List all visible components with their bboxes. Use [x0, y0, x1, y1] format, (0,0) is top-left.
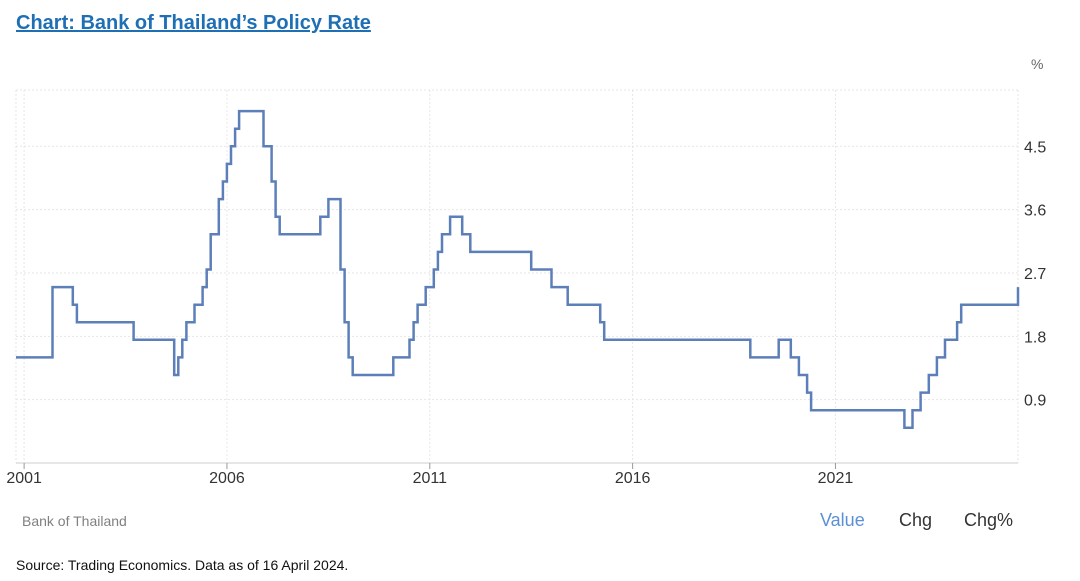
x-tick-label: 2011 [413, 470, 448, 487]
policy-rate-chart: 2001 2006 2011 2016 2021 0.9 1.8 2.7 3.6 4.5 [6, 89, 1046, 487]
y-tick-label: 2.7 [1024, 266, 1046, 283]
source-label: Bank of Thailand [22, 513, 127, 529]
chart-grid [15, 89, 1019, 464]
y-tick-label: 0.9 [1024, 393, 1046, 410]
tab-chg[interactable]: Chg [899, 510, 933, 530]
y-tick-label: 1.8 [1024, 329, 1046, 346]
y-tick-label: 3.6 [1024, 203, 1046, 220]
x-tick-label: 2006 [209, 470, 245, 487]
x-tick-label: 2016 [615, 470, 651, 487]
tab-value[interactable]: Value [820, 510, 865, 530]
source-note: Source: Trading Economics. Data as of 16… [16, 557, 349, 573]
series-group [16, 109, 1020, 430]
tab-chg-percent[interactable]: Chg% [964, 510, 1014, 530]
y-tick-label: 4.5 [1024, 139, 1046, 156]
x-tick-label: 2021 [818, 470, 854, 487]
series-line-0 [16, 109, 1020, 430]
y-axis-ticks: 0.9 1.8 2.7 3.6 4.5 [1024, 139, 1046, 409]
y-axis-unit: % [1031, 56, 1044, 72]
x-axis-ticks: 2001 2006 2011 2016 2021 [6, 463, 853, 487]
x-tick-label: 2001 [6, 470, 42, 487]
page-title[interactable]: Chart: Bank of Thailand’s Policy Rate [16, 12, 371, 34]
